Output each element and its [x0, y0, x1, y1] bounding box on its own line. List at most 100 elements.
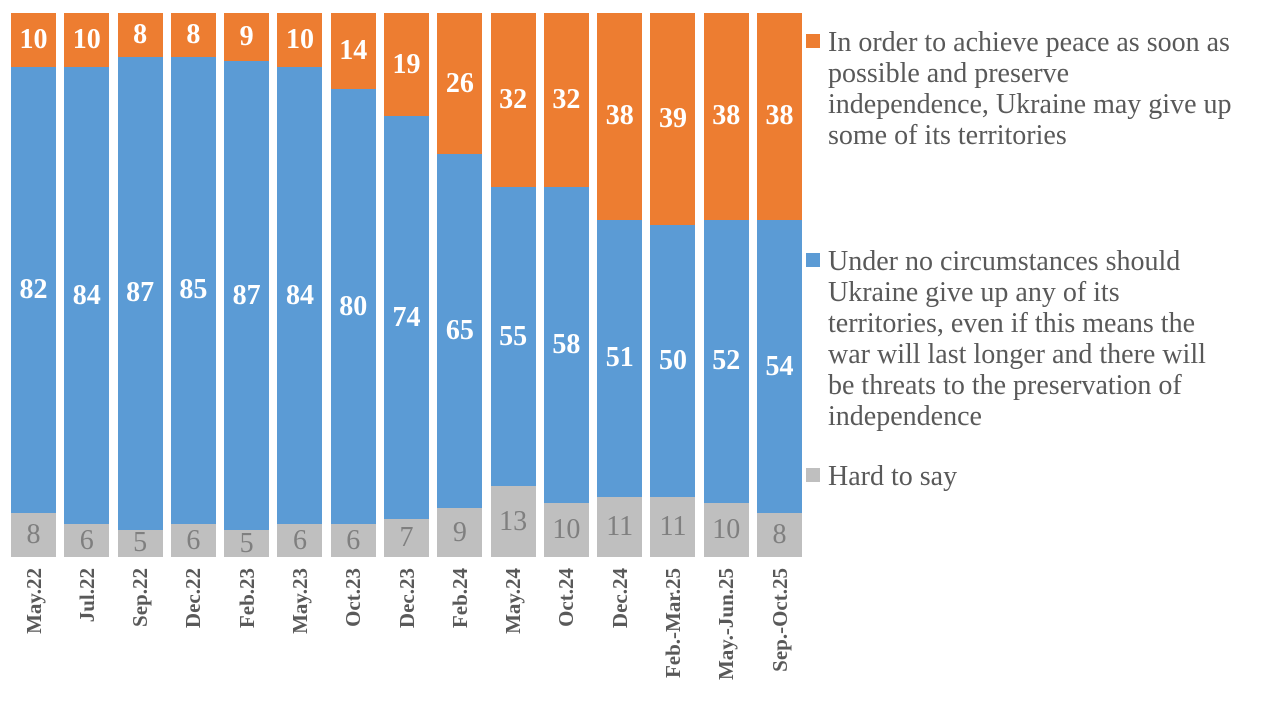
- bar-Dec.24: 38 51 11: [597, 13, 643, 557]
- x-axis-label: Dec.22: [181, 568, 206, 629]
- bar-segment: 10: [11, 13, 56, 68]
- bar-segment: 8: [11, 513, 56, 557]
- bar-May.22: 10 82 8: [11, 13, 56, 557]
- legend-item-no-circumstances: Under no circumstances should Ukraine gi…: [806, 246, 1206, 432]
- data-label: 6: [292, 524, 307, 556]
- bar-segment: 10: [703, 502, 749, 557]
- bar-segment: 6: [277, 524, 323, 557]
- bar-Feb.24: 26 65 9: [437, 13, 483, 557]
- data-label: 55: [499, 320, 528, 352]
- bar-segment: 5: [224, 527, 270, 559]
- data-label: 11: [659, 511, 687, 543]
- bar-segment: 38: [597, 13, 643, 220]
- bar-segment: 87: [224, 61, 270, 531]
- x-axis-label: Feb.23: [234, 568, 259, 629]
- bar-segment: 65: [437, 154, 483, 509]
- data-label: 6: [186, 524, 201, 556]
- data-label: 10: [72, 24, 101, 56]
- data-label: 13: [499, 505, 528, 537]
- x-axis-label: Feb.24: [447, 568, 472, 629]
- bar-segment: 8: [170, 13, 216, 57]
- data-label: 84: [285, 279, 314, 311]
- data-label: 10: [712, 513, 741, 545]
- bar-segment: 84: [64, 67, 110, 525]
- bar-segment: 10: [277, 13, 323, 68]
- data-label: 84: [72, 279, 101, 311]
- bar-May.-Jun.25: 38 52 10: [703, 13, 749, 557]
- data-label: 85: [179, 274, 208, 306]
- bar-segment: 52: [703, 219, 749, 503]
- legend-label: In order to achieve peace as soon as pos…: [828, 27, 1232, 151]
- data-label: 80: [339, 290, 368, 322]
- legend-label: Hard to say: [828, 461, 958, 492]
- data-label: 38: [712, 100, 741, 132]
- bar-segment: 38: [703, 13, 749, 220]
- data-label: 38: [765, 100, 794, 132]
- bar-segment: 13: [490, 486, 536, 557]
- x-axis-label: Sep.-Oct.25: [767, 568, 792, 672]
- x-axis-label: Dec.23: [394, 568, 419, 629]
- data-label: 26: [445, 67, 474, 99]
- data-label: 32: [552, 84, 581, 116]
- data-label: 51: [605, 342, 634, 374]
- x-axis-label: Oct.24: [554, 568, 579, 627]
- bar-segment: 7: [384, 518, 430, 557]
- x-axis-label: Oct.23: [341, 568, 366, 627]
- data-label: 50: [658, 345, 687, 377]
- bar-segment: 39: [650, 13, 696, 226]
- legend-item-give-up-territories: In order to achieve peace as soon as pos…: [806, 27, 1232, 151]
- data-label: 6: [346, 524, 361, 556]
- data-label: 32: [499, 84, 528, 116]
- bar-segment: 38: [757, 13, 803, 220]
- bar-segment: 14: [330, 13, 376, 90]
- bar-segment: 10: [64, 13, 110, 68]
- bar-segment: 10: [543, 502, 589, 557]
- legend-label: Under no circumstances should Ukraine gi…: [828, 246, 1206, 432]
- bar-segment: 11: [597, 497, 643, 557]
- bar-Oct.24: 32 58 10: [543, 13, 589, 557]
- bar-segment: 19: [384, 13, 430, 117]
- data-label: 87: [232, 279, 261, 311]
- data-label: 65: [445, 315, 474, 347]
- bar-May.23: 10 84 6: [277, 13, 323, 557]
- data-label: 9: [452, 516, 467, 548]
- bar-Jul.22: 10 84 6: [64, 13, 110, 557]
- x-axis-label: Sep.22: [128, 568, 153, 627]
- data-label: 74: [392, 301, 421, 333]
- data-label: 8: [772, 519, 787, 551]
- bar-Feb.-Mar.25: 39 50 11: [650, 13, 696, 557]
- legend: In order to achieve peace as soon as pos…: [806, 0, 1266, 717]
- x-axis-label: May.24: [501, 568, 526, 634]
- data-label: 87: [126, 277, 155, 309]
- data-label: 10: [19, 24, 48, 56]
- data-label: 8: [186, 18, 201, 50]
- x-axis-label: May.23: [287, 568, 312, 634]
- legend-swatch-orange: [806, 34, 820, 48]
- bar-segment: 8: [117, 13, 163, 57]
- bar-Oct.23: 14 80 6: [330, 13, 376, 557]
- data-label: 7: [399, 521, 414, 553]
- bar-segment: 87: [117, 56, 163, 530]
- bar-segment: 84: [277, 67, 323, 525]
- plot-area: 10 82 8 May.22 10 84 6 Jul.22 8 87 5 Sep.22 8 85 6 Dec.…: [11, 13, 803, 681]
- legend-item-hard-to-say: Hard to say: [806, 461, 957, 492]
- bar-segment: 9: [224, 13, 270, 62]
- bar-Dec.22: 8 85 6: [170, 13, 216, 557]
- bar-segment: 58: [543, 187, 589, 503]
- bar-segment: 32: [490, 13, 536, 188]
- x-axis-label: May.22: [21, 568, 46, 634]
- bar-segment: 6: [170, 524, 216, 557]
- data-label: 8: [26, 519, 41, 551]
- data-label: 38: [605, 100, 634, 132]
- bar-Sep.-Oct.25: 38 54 8: [757, 13, 803, 557]
- data-label: 39: [658, 103, 687, 135]
- bar-Feb.23: 9 87 5: [224, 13, 270, 559]
- data-label: 54: [765, 350, 794, 382]
- x-axis-label: May.-Jun.25: [714, 568, 739, 681]
- bar-segment: 6: [330, 524, 376, 557]
- bar-segment: 85: [170, 56, 216, 525]
- data-label: 5: [239, 527, 254, 559]
- bar-segment: 51: [597, 219, 643, 498]
- bar-segment: 9: [437, 508, 483, 557]
- data-label: 6: [79, 524, 94, 556]
